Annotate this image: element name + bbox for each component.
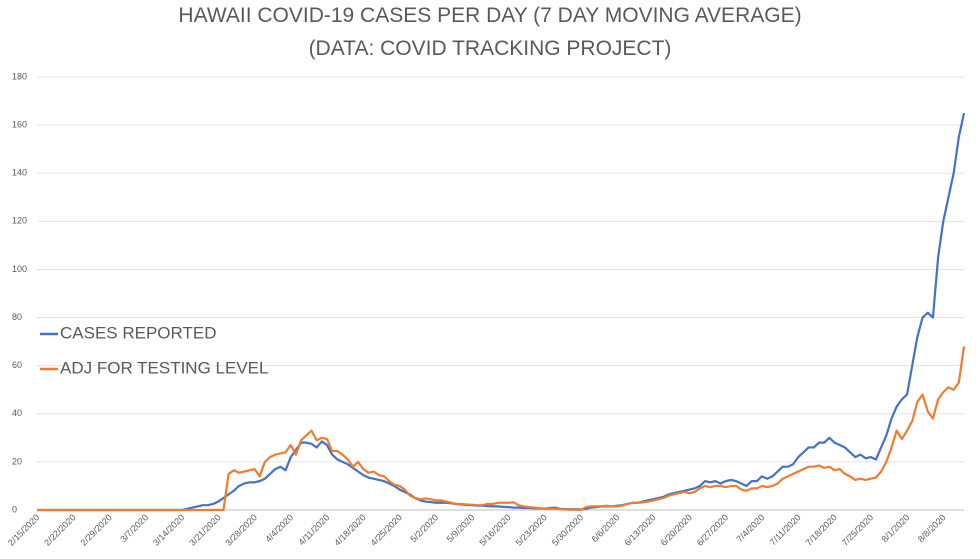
y-tick-label: 0 — [12, 504, 17, 514]
chart-subtitle: (DATA: COVID TRACKING PROJECT) — [309, 37, 672, 60]
x-tick-label: 7/25/2020 — [840, 512, 875, 547]
x-tick-label: 7/11/2020 — [768, 512, 803, 547]
y-tick-label: 160 — [12, 119, 27, 129]
x-tick-label: 2/29/2020 — [79, 512, 114, 547]
x-tick-label: 3/28/2020 — [224, 512, 259, 547]
chart-title: HAWAII COVID-19 CASES PER DAY (7 DAY MOV… — [178, 4, 801, 27]
y-tick-label: 180 — [12, 71, 27, 81]
x-tick-label: 5/9/2020 — [445, 512, 477, 544]
y-tick-label: 140 — [12, 168, 27, 178]
legend-label: CASES REPORTED — [60, 323, 217, 342]
x-tick-label: 3/7/2020 — [118, 512, 150, 544]
x-tick-label: 8/8/2020 — [916, 512, 948, 544]
x-tick-label: 4/18/2020 — [332, 512, 367, 547]
x-tick-label: 5/2/2020 — [408, 512, 440, 544]
y-tick-label: 40 — [12, 408, 22, 418]
x-tick-label: 4/11/2020 — [297, 512, 332, 547]
x-tick-label: 7/4/2020 — [735, 512, 767, 544]
x-tick-label: 5/30/2020 — [550, 512, 585, 547]
x-tick-label: 6/13/2020 — [622, 512, 657, 547]
x-tick-label: 2/22/2020 — [42, 512, 77, 547]
x-tick-label: 8/1/2020 — [880, 512, 912, 544]
x-tick-label: 6/6/2020 — [590, 512, 622, 544]
x-tick-label: 5/23/2020 — [514, 512, 549, 547]
line-series — [37, 112, 966, 512]
y-tick-label: 100 — [12, 264, 27, 274]
line-series — [37, 346, 966, 512]
x-tick-label: 4/25/2020 — [369, 512, 404, 547]
x-tick-label: 7/18/2020 — [804, 512, 839, 547]
y-tick-label: 120 — [12, 216, 27, 226]
y-tick-label: 80 — [12, 312, 22, 322]
x-tick-label: 2/15/2020 — [6, 512, 41, 547]
y-tick-label: 60 — [12, 360, 22, 370]
x-tick-label: 4/4/2020 — [263, 512, 295, 544]
x-tick-label: 6/20/2020 — [659, 512, 694, 547]
legend-label: ADJ FOR TESTING LEVEL — [60, 358, 268, 377]
x-tick-label: 3/21/2020 — [187, 512, 222, 547]
x-tick-label: 5/16/2020 — [477, 512, 512, 547]
y-tick-label: 20 — [12, 456, 22, 466]
x-tick-label: 3/14/2020 — [151, 512, 186, 547]
x-tick-label: 6/27/2020 — [695, 512, 730, 547]
